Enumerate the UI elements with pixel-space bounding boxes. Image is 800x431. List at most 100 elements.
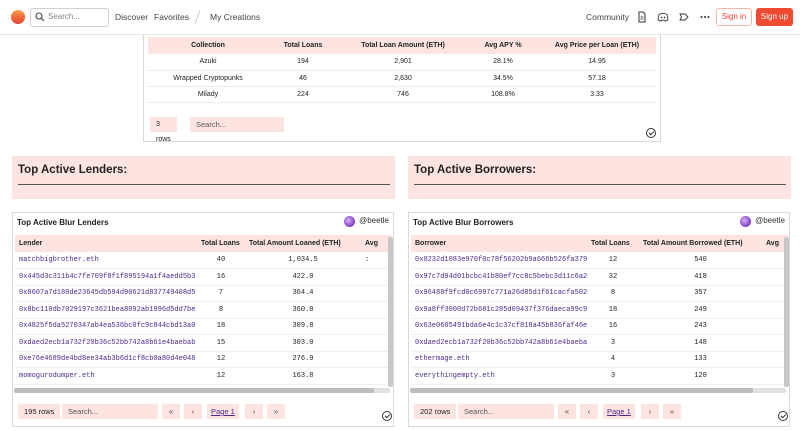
check-icon[interactable] [382, 411, 392, 421]
horizontal-scrollbar[interactable] [14, 388, 390, 393]
check-icon[interactable] [646, 128, 656, 138]
table-search-input[interactable]: Search... [190, 117, 284, 132]
sign-up-button[interactable]: Sign up [756, 8, 793, 26]
table-row: momogurodumper.eth 12 163.8 [15, 367, 392, 385]
author-handle[interactable]: @beetle [359, 216, 389, 225]
table-cell: 364.4 [245, 285, 361, 302]
table-cell: Wrapped Cryptopunks [148, 70, 268, 87]
table-cell [762, 367, 788, 385]
author-handle[interactable]: @beetle [755, 216, 785, 225]
table-row: everythingempty.eth 3 120 [411, 367, 788, 385]
more-icon[interactable] [699, 11, 711, 23]
address-cell[interactable]: 0x97c7d94d01bcbc41b80ef7cc8c5bebc3d11c6a… [411, 268, 587, 286]
column-header[interactable]: Avg [762, 235, 788, 252]
address-cell[interactable]: 0x445d3c311b4c7fe709f8f1f895194a1f4aedd5… [15, 268, 197, 286]
table-row: 0x63e0605491bda6e4c1c37cf818a45b836faf46… [411, 318, 788, 335]
table-cell: 16 [587, 318, 639, 335]
lenders-table: Lender Total Loans Total Amount Loaned (… [15, 235, 392, 400]
address-cell[interactable]: 0x9a8ff3000d72b681c285d09437f376daeca99c… [411, 301, 587, 319]
prev-page-button[interactable]: ‹ [580, 404, 598, 419]
nav-community[interactable]: Community [586, 12, 629, 22]
address-cell[interactable]: 0x8bc110db7029197c3621bea8092ab1996d5dd7… [15, 301, 197, 319]
next-page-button[interactable]: › [641, 404, 659, 419]
search-input[interactable]: Search... [30, 8, 109, 27]
check-icon[interactable] [778, 411, 788, 421]
column-header[interactable]: Total Loan Amount (ETH) [338, 37, 468, 54]
table-cell [361, 301, 392, 319]
discord-icon[interactable] [657, 11, 669, 23]
nav-discover[interactable]: Discover [115, 12, 149, 22]
address-cell[interactable]: 0xdaed2ecb1a732f20b36c52bb742a8b61e4baeb… [411, 334, 587, 352]
table-search-input[interactable]: Search... [458, 404, 554, 419]
nav-separator [194, 10, 201, 24]
column-header[interactable]: Avg Price per Loan (ETH) [538, 37, 656, 54]
table-row: 0x96488f9fcd0c6997c771a26d85d1f61cacfa50… [411, 285, 788, 302]
table-cell [762, 252, 788, 269]
nav-my-creations[interactable]: My Creations [210, 12, 261, 22]
table-cell: 422.0 [245, 268, 361, 286]
table-cell: 46 [268, 70, 338, 87]
horizontal-scrollbar[interactable] [410, 388, 786, 393]
first-page-button[interactable]: « [558, 404, 576, 419]
address-cell[interactable]: 0x63e0605491bda6e4c1c37cf818a45b836faf46… [411, 318, 587, 335]
table-cell: 148 [639, 334, 762, 352]
first-page-button[interactable]: « [162, 404, 180, 419]
column-header[interactable]: Borrower [411, 235, 587, 252]
prev-page-button[interactable]: ‹ [184, 404, 202, 419]
nav-favorites[interactable]: Favorites [154, 12, 189, 22]
column-header[interactable]: Total Loans [268, 37, 338, 54]
column-header[interactable]: Avg [361, 235, 392, 252]
last-page-button[interactable]: » [267, 404, 285, 419]
address-cell[interactable]: everythingempty.eth [411, 367, 587, 385]
address-cell[interactable]: 0x0232d1083e970f0c78f56202b9a666b526fa37… [411, 252, 587, 269]
vertical-scrollbar[interactable] [784, 237, 789, 387]
address-cell[interactable]: 0xe76e4689de4bd8ee34ab3b6d1cf8cb0a80d4e0… [15, 351, 197, 368]
table-cell: 12 [587, 252, 639, 269]
vertical-scrollbar[interactable] [388, 237, 393, 387]
table-cell [361, 318, 392, 335]
table-row: 0xdaed2ecb1a732f20b36c52bb742a8b61e4baeb… [411, 334, 788, 352]
table-row: matchbigbrother.eth 40 1,034.5: [15, 252, 392, 269]
address-cell[interactable]: 0x96488f9fcd0c6997c771a26d85d1f61cacfa50… [411, 285, 587, 302]
collections-header-row: Collection Total Loans Total Loan Amount… [148, 37, 656, 54]
collections-card: Collection Total Loans Total Loan Amount… [143, 34, 661, 143]
heading-divider [18, 184, 390, 185]
table-cell: 249 [639, 301, 762, 319]
table-row: 0xe76e4689de4bd8ee34ab3b6d1cf8cb0a80d4e0… [15, 351, 392, 368]
column-header[interactable]: Total Amount Loaned (ETH) [245, 235, 361, 252]
lenders-header-row: Lender Total Loans Total Amount Loaned (… [15, 235, 392, 252]
twitter-icon[interactable] [678, 11, 690, 23]
table-search-input[interactable]: Search... [62, 404, 158, 419]
sign-in-button[interactable]: Sign in [716, 8, 752, 26]
table-cell [762, 301, 788, 319]
next-page-button[interactable]: › [245, 404, 263, 419]
app-logo[interactable] [11, 10, 25, 24]
column-header[interactable]: Avg APY % [468, 37, 538, 54]
top-nav: Search... Discover Favorites My Creation… [0, 0, 800, 35]
table-cell [361, 285, 392, 302]
address-cell[interactable]: momogurodumper.eth [15, 367, 197, 385]
last-page-button[interactable]: » [663, 404, 681, 419]
scrollbar-thumb[interactable] [14, 388, 374, 393]
address-cell[interactable]: matchbigbrother.eth [15, 252, 197, 269]
table-cell [762, 318, 788, 335]
address-cell[interactable]: 0x8607a7d180de23645db594d90621d837749408… [15, 285, 197, 302]
document-icon[interactable] [636, 11, 648, 23]
address-cell[interactable]: ethermage.eth [411, 351, 587, 368]
borrowers-card-title: Top Active Blur Borrowers [413, 218, 514, 227]
search-placeholder: Search... [48, 12, 81, 21]
borrowers-heading: Top Active Borrowers: [414, 164, 537, 176]
scrollbar-thumb[interactable] [410, 388, 753, 393]
column-header[interactable]: Total Loans [587, 235, 639, 252]
page-indicator[interactable]: Page 1 [207, 404, 239, 419]
address-cell[interactable]: 0x4825f5da5270347ab4ea536bc0fc9c844cbd13… [15, 318, 197, 335]
column-header[interactable]: Lender [15, 235, 197, 252]
column-header[interactable]: Total Amount Borrowed (ETH) [639, 235, 762, 252]
column-header[interactable]: Collection [148, 37, 268, 54]
table-cell: 7 [197, 285, 245, 302]
column-header[interactable]: Total Loans [197, 235, 245, 252]
table-row: 0x8607a7d180de23645db594d90621d837749408… [15, 285, 392, 302]
page-indicator[interactable]: Page 1 [603, 404, 635, 419]
address-cell[interactable]: 0xdaed2ecb1a732f20b36c52bb742a8b61e4baeb… [15, 334, 197, 352]
table-cell: Milady [148, 86, 268, 103]
